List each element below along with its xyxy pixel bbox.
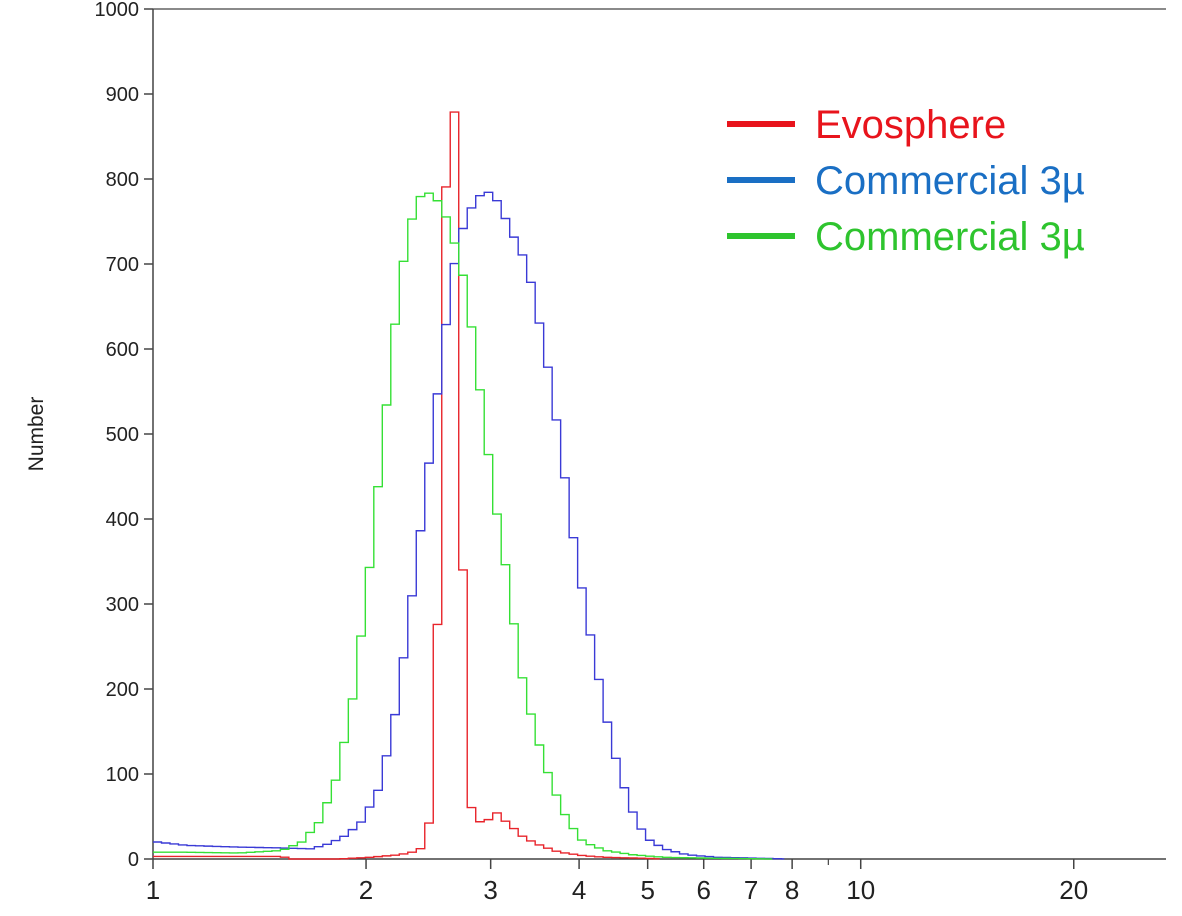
- x-tick-label: 5: [640, 875, 654, 905]
- x-tick-label: 7: [744, 875, 758, 905]
- x-tick-label: 1: [146, 875, 160, 905]
- y-tick-label: 500: [106, 424, 139, 446]
- x-tick-label: 8: [785, 875, 799, 905]
- y-tick-label: 300: [106, 594, 139, 616]
- y-tick-label: 200: [106, 679, 139, 701]
- legend-label-2: Commercial 3µ: [815, 159, 1085, 203]
- series-line-3: [153, 192, 773, 860]
- legend: Evosphere Commercial 3µ Commercial 3µ: [727, 103, 1085, 259]
- x-tick-label: 4: [572, 875, 586, 905]
- x-tick-label: 6: [696, 875, 710, 905]
- x-tick-label: 2: [359, 875, 373, 905]
- y-tick-label: 900: [106, 84, 139, 106]
- plot-series: [153, 111, 785, 860]
- series-line-1: [153, 111, 660, 860]
- legend-label-1: Evosphere: [815, 103, 1006, 147]
- x-tick-label: 20: [1059, 875, 1088, 905]
- y-tick-label: 700: [106, 254, 139, 276]
- y-tick-label: 400: [106, 509, 139, 531]
- y-tick-label: 600: [106, 339, 139, 361]
- legend-label-3: Commercial 3µ: [815, 215, 1085, 259]
- x-tick-label: 10: [846, 875, 875, 905]
- y-tick-label: 1000: [95, 0, 140, 21]
- x-tick-label: 3: [483, 875, 497, 905]
- y-axis-label: Number: [25, 397, 48, 472]
- y-tick-label: 0: [128, 849, 139, 871]
- series-line-2: [153, 191, 785, 860]
- y-tick-label: 100: [106, 764, 139, 786]
- axes: 0 100 200 300 400 500 600 700 800 900 1000 1 2 3 4 5 6 7 8…: [25, 0, 1166, 905]
- y-tick-label: 800: [106, 169, 139, 191]
